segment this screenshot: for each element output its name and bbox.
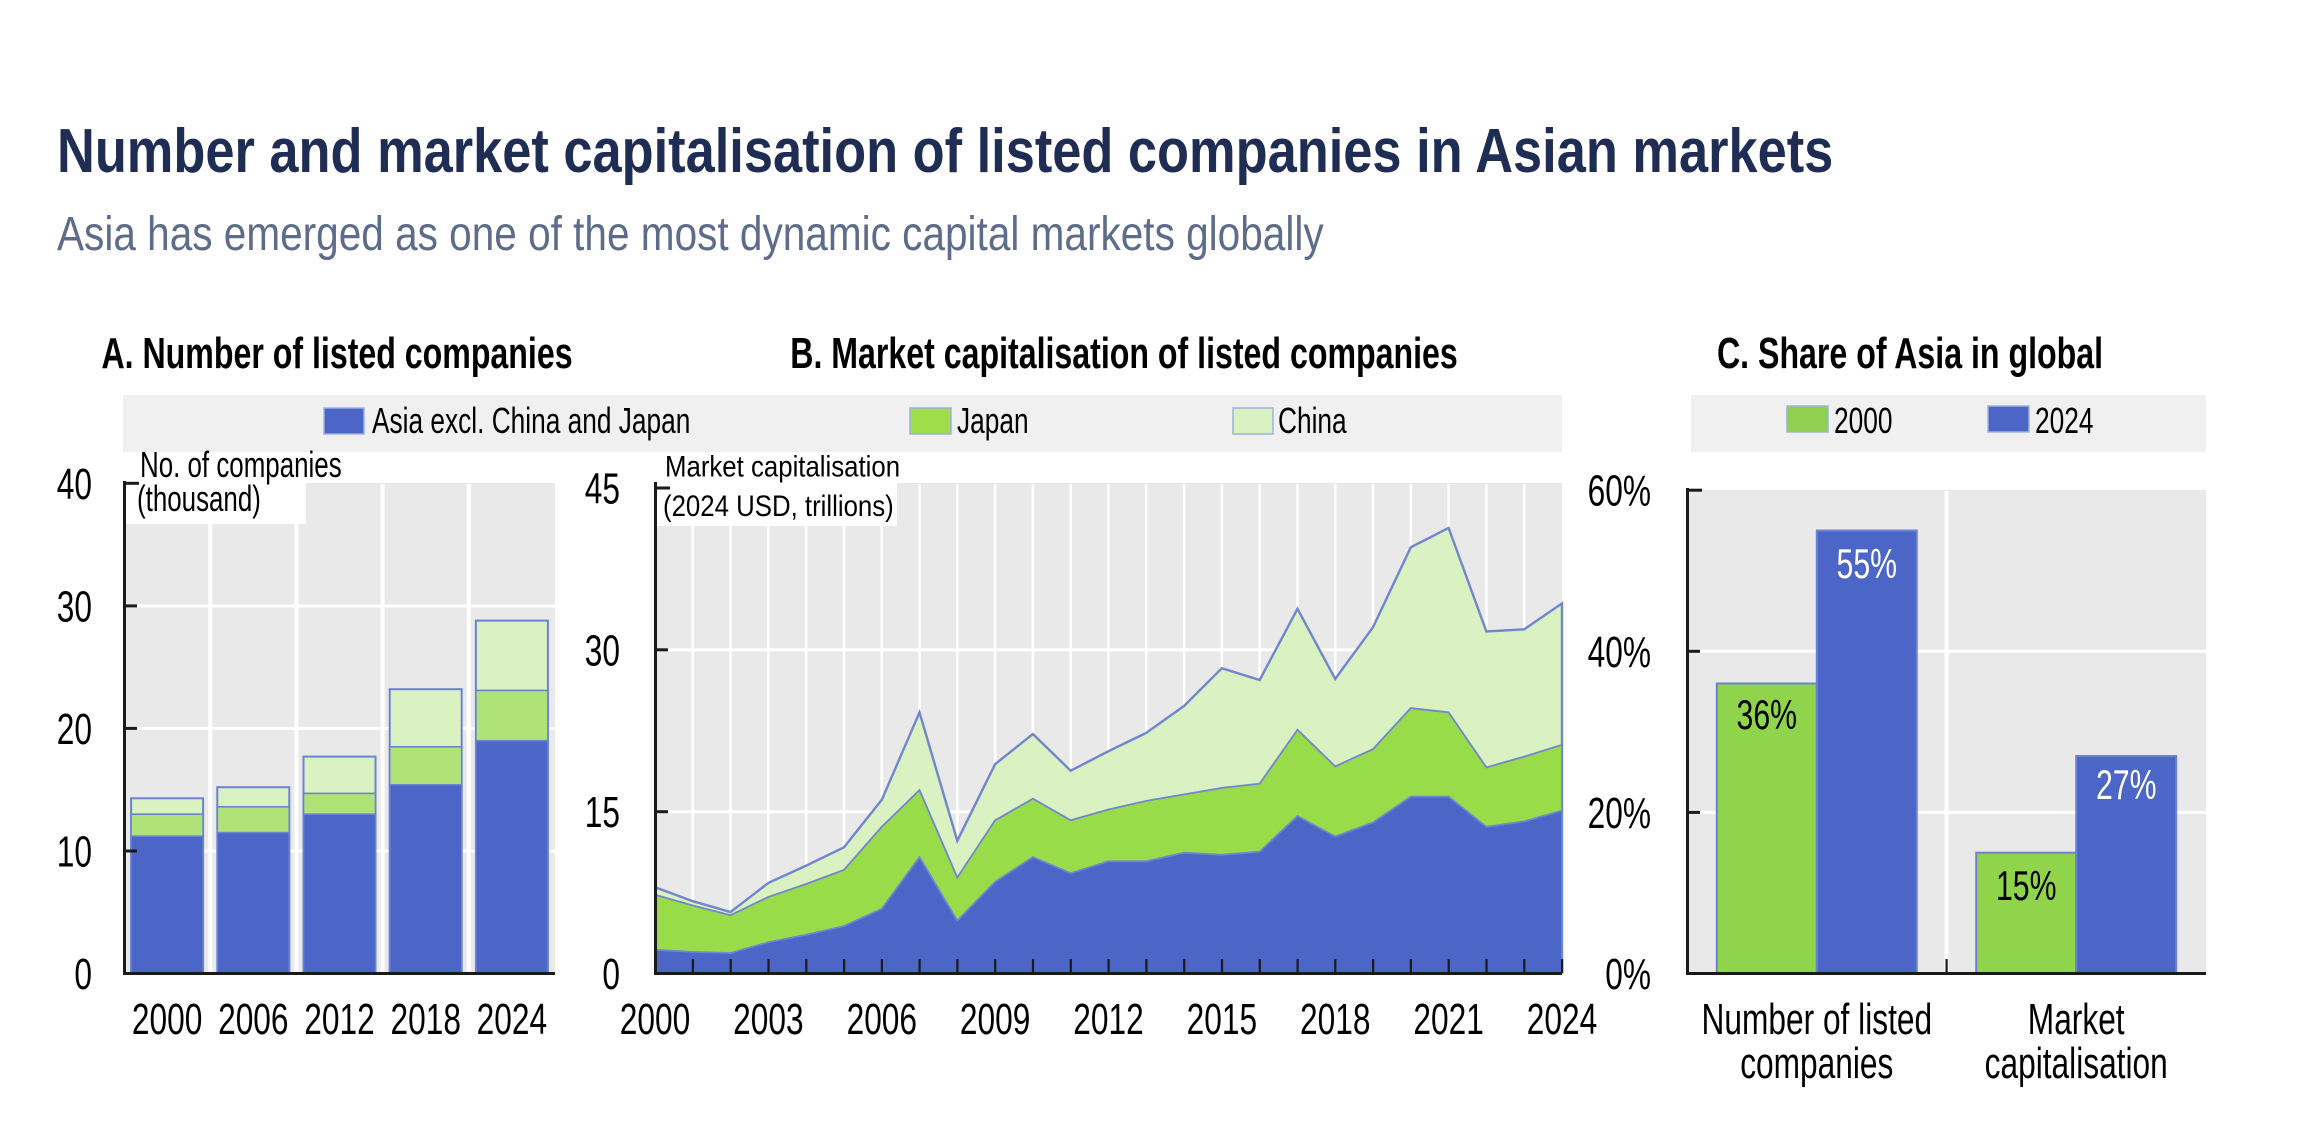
svg-text:40: 40 (57, 460, 92, 509)
svg-text:2018: 2018 (390, 995, 460, 1044)
svg-text:36%: 36% (1737, 691, 1798, 738)
svg-text:0: 0 (602, 950, 620, 999)
svg-text:2021: 2021 (1413, 995, 1483, 1044)
svg-text:2000: 2000 (620, 995, 690, 1044)
svg-text:55%: 55% (1837, 540, 1898, 587)
svg-text:2024: 2024 (2035, 400, 2093, 441)
svg-text:capitalisation: capitalisation (1985, 1039, 2168, 1088)
svg-text:B. Market capitalisation of li: B. Market capitalisation of listed compa… (790, 329, 1457, 378)
svg-text:2009: 2009 (960, 995, 1030, 1044)
svg-text:2015: 2015 (1187, 995, 1257, 1044)
svg-text:27%: 27% (2096, 761, 2157, 808)
svg-text:Number of listed: Number of listed (1702, 995, 1933, 1044)
svg-text:30: 30 (57, 582, 92, 631)
svg-text:Asia has emerged as one of the: Asia has emerged as one of the most dyna… (57, 208, 1324, 261)
svg-text:0%: 0% (1605, 950, 1651, 999)
svg-text:2018: 2018 (1300, 995, 1370, 1044)
svg-text:15%: 15% (1996, 862, 2057, 909)
svg-text:30: 30 (585, 626, 620, 675)
svg-text:Number and market capitalisati: Number and market capitalisation of list… (57, 117, 1833, 186)
svg-text:2006: 2006 (218, 995, 288, 1044)
svg-text:20: 20 (57, 705, 92, 754)
svg-text:2000: 2000 (132, 995, 202, 1044)
svg-text:C. Share of Asia in global: C. Share of Asia in global (1717, 329, 2103, 378)
svg-text:Japan: Japan (957, 400, 1029, 441)
svg-text:(2024 USD, trillions): (2024 USD, trillions) (663, 489, 894, 522)
svg-text:Market: Market (2028, 995, 2125, 1044)
svg-text:0: 0 (74, 950, 92, 999)
svg-text:2006: 2006 (847, 995, 917, 1044)
svg-text:2012: 2012 (304, 995, 374, 1044)
svg-text:(thousand): (thousand) (137, 479, 261, 519)
svg-text:2012: 2012 (1073, 995, 1143, 1044)
svg-text:45: 45 (585, 464, 620, 513)
svg-text:40%: 40% (1588, 628, 1651, 677)
svg-text:2003: 2003 (733, 995, 803, 1044)
svg-text:2000: 2000 (1834, 400, 1892, 441)
svg-text:60%: 60% (1588, 467, 1651, 516)
svg-text:Market capitalisation: Market capitalisation (665, 450, 900, 483)
svg-text:A. Number of listed companies: A. Number of listed companies (101, 329, 572, 378)
svg-text:China: China (1278, 400, 1347, 441)
svg-text:Asia excl. China and Japan: Asia excl. China and Japan (372, 400, 690, 441)
svg-text:companies: companies (1740, 1039, 1893, 1088)
svg-text:10: 10 (57, 827, 92, 876)
svg-text:20%: 20% (1588, 789, 1651, 838)
svg-text:2024: 2024 (477, 995, 547, 1044)
svg-text:15: 15 (585, 788, 620, 837)
svg-text:No. of companies: No. of companies (140, 445, 342, 485)
svg-text:2024: 2024 (1527, 995, 1597, 1044)
